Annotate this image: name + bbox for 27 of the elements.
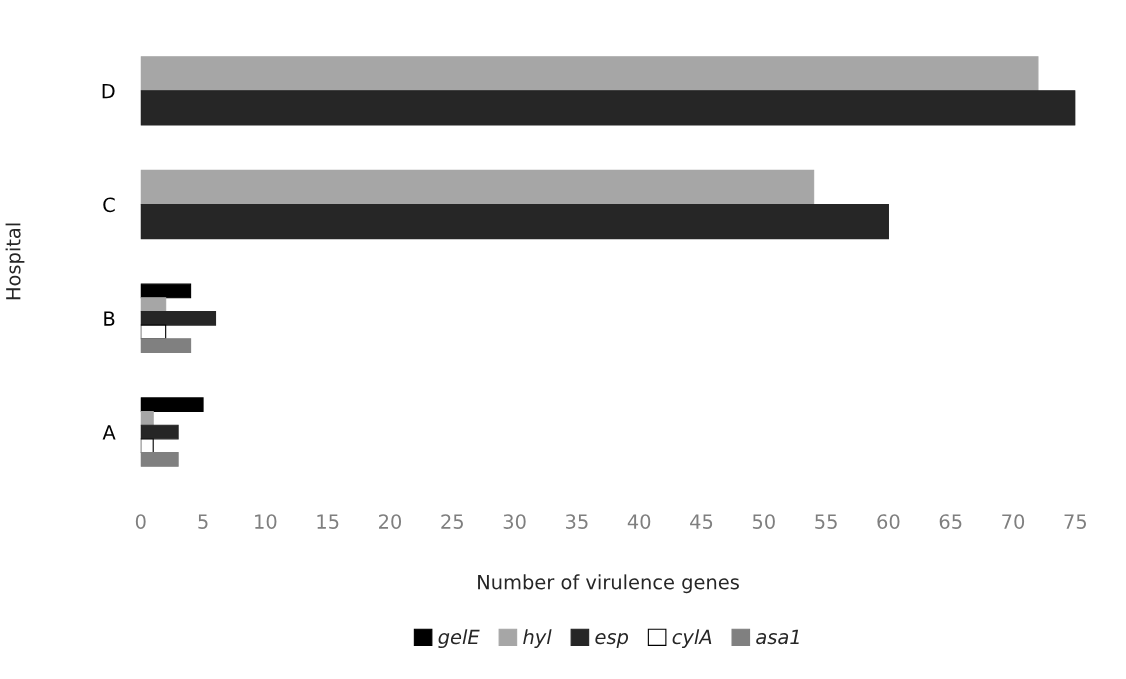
y-tick-label: B xyxy=(104,311,115,326)
x-tick-label: 15 xyxy=(317,514,339,529)
x-tick-label: 75 xyxy=(1064,514,1086,529)
y-tick-label: D xyxy=(102,84,115,99)
y-tick-label: A xyxy=(102,425,116,440)
x-tick-label: 45 xyxy=(690,514,713,529)
x-tick-label: 60 xyxy=(877,514,900,529)
y-tick-label: C xyxy=(103,197,115,213)
x-tick-label: 30 xyxy=(503,514,526,529)
x-tick-label: 20 xyxy=(379,514,402,529)
x-tick-label: 25 xyxy=(441,514,463,529)
legend-label: esp xyxy=(595,633,629,649)
legend-label: asa1 xyxy=(756,629,799,645)
x-tick-label: 40 xyxy=(627,514,651,529)
x-tick-label: 70 xyxy=(1002,514,1025,529)
legend-label: cylA xyxy=(672,629,712,649)
x-axis-title: Number of virulence genes xyxy=(478,574,739,594)
x-tick-label: 5 xyxy=(198,514,208,529)
x-tick-label: 65 xyxy=(939,514,962,529)
legend-label: gelE xyxy=(438,629,480,649)
legend-label: hyl xyxy=(523,629,552,649)
y-axis-title: Hospital xyxy=(5,223,25,300)
x-tick-label: 35 xyxy=(566,514,588,529)
x-tick-label: 50 xyxy=(752,514,775,529)
x-tick-label: 10 xyxy=(255,514,277,529)
x-tick-label: 0 xyxy=(135,514,146,529)
x-tick-label: 55 xyxy=(815,514,837,529)
